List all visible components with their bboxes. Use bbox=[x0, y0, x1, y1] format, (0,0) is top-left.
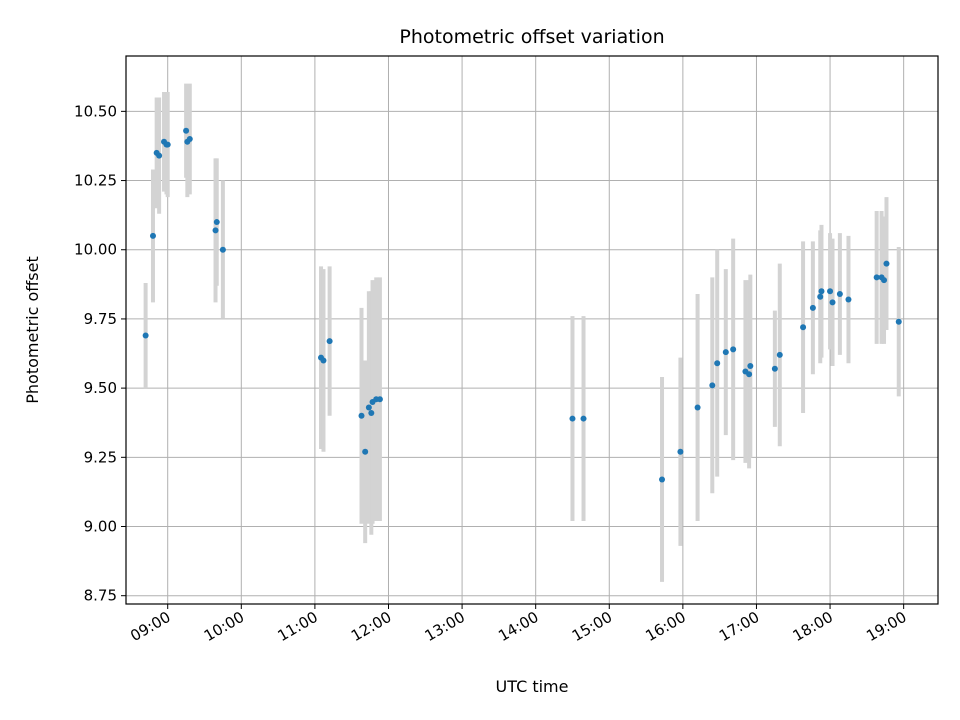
y-tick-label: 9.50 bbox=[84, 379, 117, 397]
data-point bbox=[659, 476, 666, 483]
data-point bbox=[213, 219, 220, 226]
data-point bbox=[149, 232, 156, 239]
data-point bbox=[809, 304, 816, 311]
data-point bbox=[358, 412, 365, 419]
data-point bbox=[730, 346, 737, 353]
y-axis: 8.75 9.00 9.25 9.50 9.75 10.00 10.25 10.50 bbox=[74, 102, 126, 605]
data-point bbox=[817, 293, 824, 300]
y-tick-label: 10.00 bbox=[74, 241, 117, 259]
data-point bbox=[677, 448, 684, 455]
data-point bbox=[883, 260, 890, 267]
y-tick-label: 10.25 bbox=[74, 172, 117, 190]
data-point bbox=[368, 410, 375, 417]
data-point bbox=[164, 141, 171, 148]
data-point bbox=[836, 291, 843, 298]
y-tick-label: 9.75 bbox=[84, 310, 117, 328]
data-point bbox=[776, 351, 783, 358]
data-point bbox=[771, 365, 778, 372]
data-point bbox=[895, 318, 902, 325]
x-axis-title: UTC time bbox=[496, 677, 569, 696]
data-point bbox=[569, 415, 576, 422]
data-point bbox=[376, 396, 383, 403]
data-point bbox=[709, 382, 716, 389]
data-point bbox=[156, 152, 163, 159]
data-point bbox=[219, 246, 226, 253]
data-point bbox=[827, 288, 834, 295]
data-point bbox=[722, 349, 729, 356]
data-point bbox=[142, 332, 149, 339]
data-point bbox=[694, 404, 701, 411]
data-point bbox=[881, 277, 888, 284]
data-point bbox=[362, 448, 369, 455]
data-point bbox=[326, 338, 333, 345]
data-point bbox=[183, 127, 190, 134]
data-points bbox=[142, 127, 902, 483]
data-point bbox=[818, 288, 825, 295]
data-point bbox=[580, 415, 587, 422]
data-point bbox=[714, 360, 721, 367]
chart-title: Photometric offset variation bbox=[399, 26, 664, 48]
data-point bbox=[845, 296, 852, 303]
y-axis-title: Photometric offset bbox=[23, 256, 42, 404]
data-point bbox=[746, 371, 753, 378]
data-point bbox=[747, 362, 754, 369]
data-point bbox=[873, 274, 880, 281]
y-tick-label: 9.25 bbox=[84, 448, 117, 466]
data-point bbox=[320, 357, 327, 364]
data-point bbox=[800, 324, 807, 331]
y-tick-label: 8.75 bbox=[84, 587, 117, 605]
y-tick-label: 10.50 bbox=[74, 102, 117, 120]
data-point bbox=[186, 136, 193, 143]
data-point bbox=[212, 227, 219, 234]
y-tick-label: 9.00 bbox=[84, 518, 117, 536]
data-point bbox=[829, 299, 836, 306]
data-point bbox=[365, 404, 372, 411]
plot-frame bbox=[125, 55, 939, 605]
